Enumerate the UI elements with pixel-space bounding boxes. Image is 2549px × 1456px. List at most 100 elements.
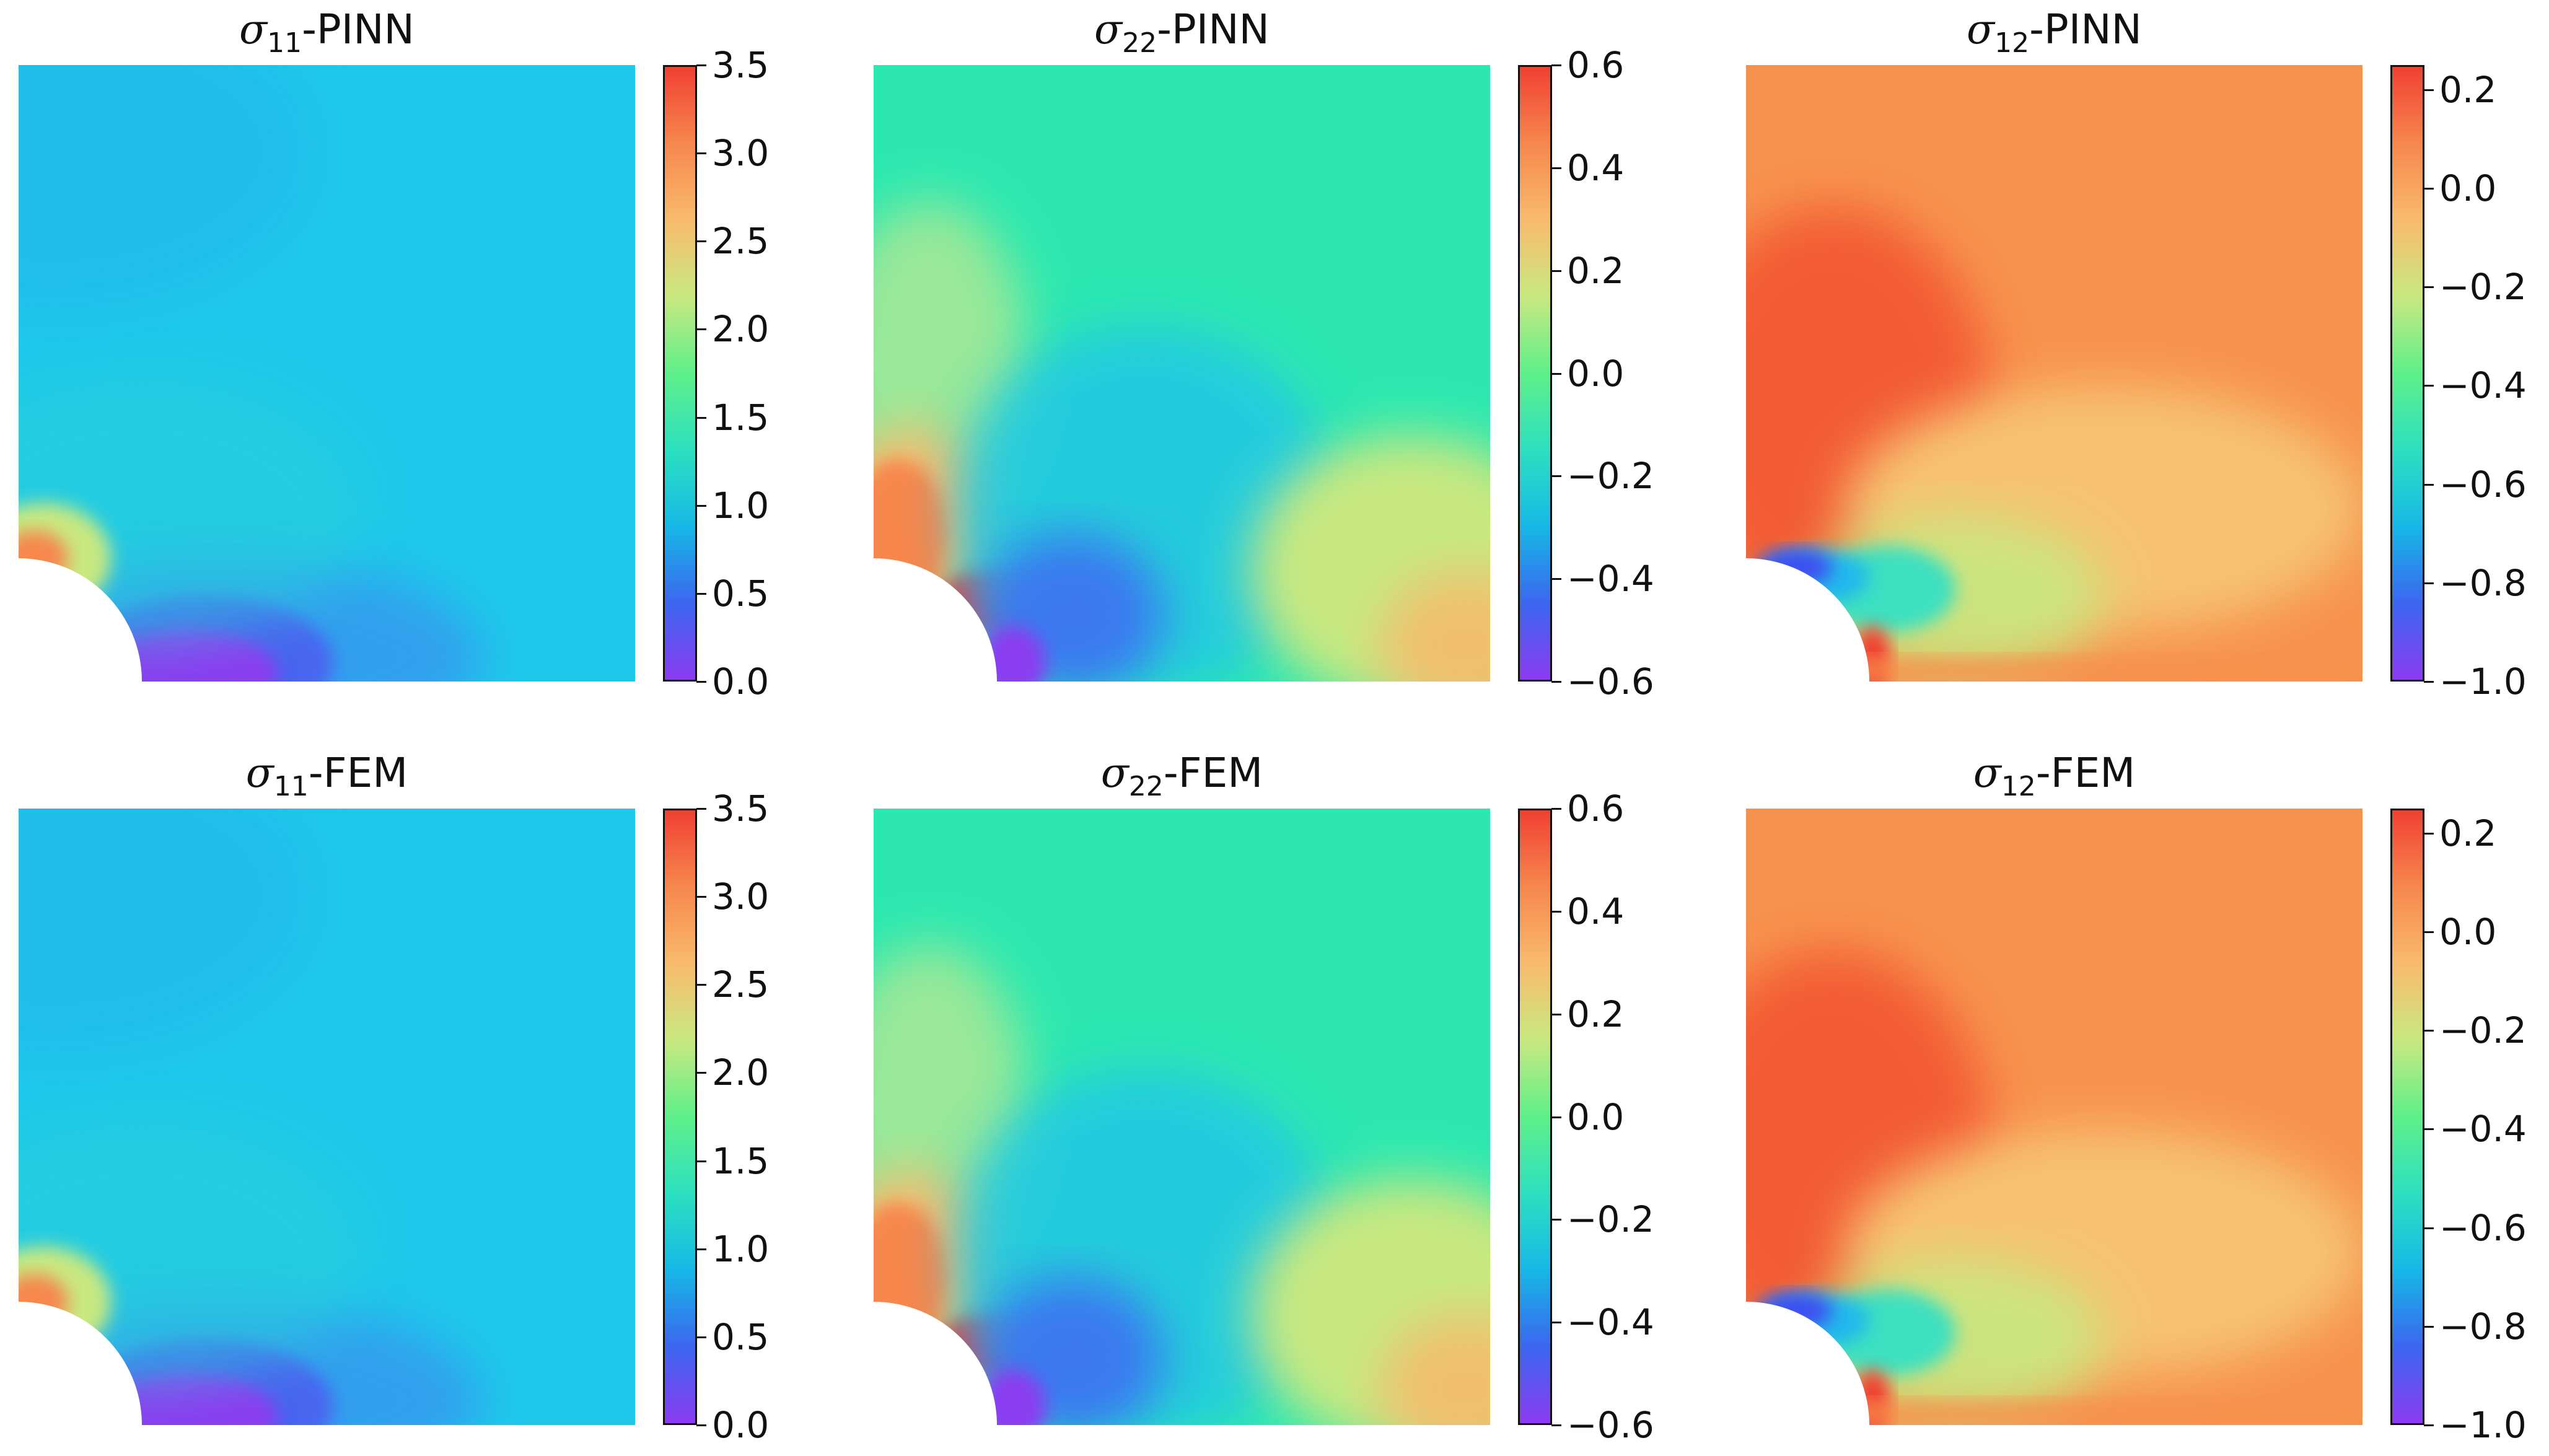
colorbar-tick xyxy=(696,1072,706,1074)
title-suffix: -FEM xyxy=(308,749,408,797)
heatmap-field xyxy=(1746,809,2363,1425)
colorbar-tick xyxy=(2424,1227,2434,1229)
colorbar-tick-label: −0.4 xyxy=(1567,1301,1654,1344)
title-symbol: σ xyxy=(1967,6,1995,53)
colorbar-tick xyxy=(696,681,706,683)
colorbar-tick-label: 2.0 xyxy=(712,1051,770,1094)
colorbar-tick-label: 3.5 xyxy=(712,44,770,86)
title-subscript: 22 xyxy=(1128,771,1164,802)
colorbar-tick-label: −0.2 xyxy=(2439,266,2527,309)
colorbar-tick xyxy=(696,896,706,898)
heatmap-plot xyxy=(19,65,635,682)
colorbar-tick xyxy=(696,1160,706,1162)
colorbar-tick xyxy=(2424,1030,2434,1032)
colorbar xyxy=(663,809,697,1425)
colorbar-tick-label: 0.0 xyxy=(2439,167,2497,209)
heatmap-plot xyxy=(19,809,635,1425)
colorbar-tick-label: 1.0 xyxy=(712,484,770,527)
colorbar-tick xyxy=(1551,1219,1561,1221)
colorbar-tick-label: 0.4 xyxy=(1567,890,1625,932)
heatmap-field xyxy=(874,65,1490,682)
title-suffix: -PINN xyxy=(2029,6,2142,53)
colorbar xyxy=(2390,809,2424,1425)
title-subscript: 11 xyxy=(267,27,302,59)
colorbar-tick-label: 0.6 xyxy=(1567,787,1625,830)
title-suffix: -PINN xyxy=(302,6,415,53)
colorbar-tick xyxy=(1551,910,1561,913)
field-region xyxy=(19,65,315,312)
colorbar-tick xyxy=(2424,483,2434,486)
hole-cutout xyxy=(19,558,142,682)
hole-cutout xyxy=(1746,1302,1869,1425)
colorbar-tick-label: 0.2 xyxy=(2439,68,2497,111)
colorbar-tick-label: −0.2 xyxy=(1567,455,1654,498)
title-suffix: -PINN xyxy=(1157,6,1270,53)
colorbar-tick xyxy=(696,984,706,986)
colorbar-tick xyxy=(696,240,706,243)
colorbar-tick-label: −1.0 xyxy=(2439,660,2527,703)
field-region xyxy=(1379,1313,1490,1425)
colorbar-tick xyxy=(2424,89,2434,91)
colorbar-tick xyxy=(1551,1322,1561,1324)
colorbar-tick-label: 0.0 xyxy=(1567,352,1625,395)
colorbar-tick-label: −0.4 xyxy=(1567,558,1654,600)
colorbar-tick xyxy=(1551,1013,1561,1015)
hole-cutout xyxy=(1746,558,1869,682)
chart-title: σ11-PINN xyxy=(19,6,635,57)
colorbar-tick-label: 0.0 xyxy=(1567,1095,1625,1138)
hole-cutout xyxy=(874,558,997,682)
colorbar-tick-label: 1.5 xyxy=(712,396,770,439)
colorbar-tick xyxy=(696,328,706,331)
chart-title: σ11-FEM xyxy=(19,753,635,800)
field-region xyxy=(1379,570,1490,682)
colorbar-tick xyxy=(2424,286,2434,289)
colorbar-tick-label: −0.6 xyxy=(1567,660,1654,703)
colorbar-tick xyxy=(2424,1128,2434,1131)
colorbar-tick xyxy=(1551,1116,1561,1118)
colorbar-tick xyxy=(696,1336,706,1338)
colorbar-tick-label: −0.6 xyxy=(2439,463,2527,506)
field-region xyxy=(19,809,315,1055)
colorbar-tick-label: −1.0 xyxy=(2439,1404,2527,1446)
colorbar-tick-label: 3.0 xyxy=(712,132,770,175)
colorbar-tick-label: −0.2 xyxy=(1567,1198,1654,1241)
hole-cutout xyxy=(874,1302,997,1425)
colorbar-tick-label: 0.0 xyxy=(712,1404,770,1446)
colorbar-tick-label: −0.2 xyxy=(2439,1009,2527,1052)
colorbar-tick-label: −0.6 xyxy=(1567,1404,1654,1446)
colorbar-tick-label: 1.5 xyxy=(712,1139,770,1182)
colorbar-tick xyxy=(696,1248,706,1250)
colorbar-tick-label: 0.0 xyxy=(2439,911,2497,953)
colorbar xyxy=(1518,809,1552,1425)
colorbar-tick-label: −0.8 xyxy=(2439,1305,2527,1348)
colorbar xyxy=(1518,65,1552,682)
colorbar-tick xyxy=(1551,1424,1561,1426)
title-suffix: -FEM xyxy=(1163,749,1263,797)
heatmap-plot xyxy=(1746,809,2363,1425)
colorbar-tick xyxy=(1551,64,1561,66)
title-suffix: -FEM xyxy=(2035,749,2136,797)
colorbar-tick-label: 0.0 xyxy=(712,660,770,703)
heatmap-plot xyxy=(1746,65,2363,682)
chart-title: σ12-FEM xyxy=(1746,753,2363,800)
heatmap-field xyxy=(874,809,1490,1425)
colorbar-tick xyxy=(696,64,706,66)
colorbar-tick-label: 0.2 xyxy=(2439,812,2497,854)
colorbar xyxy=(2390,65,2424,682)
colorbar-tick-label: −0.6 xyxy=(2439,1206,2527,1249)
title-symbol: σ xyxy=(239,6,268,53)
colorbar-tick-label: 0.5 xyxy=(712,572,770,615)
colorbar-tick xyxy=(2424,931,2434,933)
colorbar-tick xyxy=(696,808,706,810)
colorbar-tick xyxy=(2424,681,2434,683)
colorbar-tick-label: −0.4 xyxy=(2439,1108,2527,1151)
chart-title: σ22-FEM xyxy=(874,753,1490,800)
colorbar-tick-label: 0.2 xyxy=(1567,993,1625,1035)
colorbar-tick xyxy=(2424,582,2434,584)
colorbar-tick xyxy=(1551,808,1561,810)
hole-cutout xyxy=(19,1302,142,1425)
colorbar-tick xyxy=(2424,1325,2434,1328)
colorbar-tick xyxy=(696,416,706,419)
colorbar-tick xyxy=(2424,385,2434,387)
title-symbol: σ xyxy=(1973,749,2001,797)
